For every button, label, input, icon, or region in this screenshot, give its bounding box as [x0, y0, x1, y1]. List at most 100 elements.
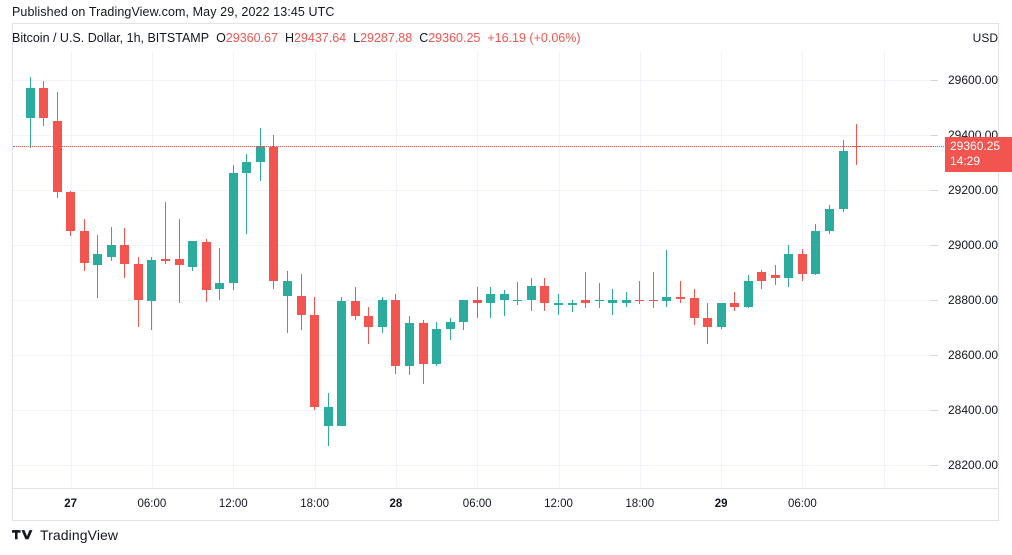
- candlestick-plot-area[interactable]: [13, 52, 931, 487]
- candle-wick: [652, 272, 654, 309]
- chart-frame: [12, 23, 999, 521]
- horizontal-gridline: [13, 409, 931, 411]
- vertical-gridline: [477, 52, 479, 487]
- candle-body: [797, 254, 807, 274]
- candle-body: [838, 151, 848, 209]
- legend-open-value: 29360.67: [225, 31, 278, 45]
- horizontal-gridline: [13, 134, 931, 136]
- candle-wick: [97, 235, 99, 299]
- time-axis-label: 06:00: [137, 498, 167, 510]
- candle-wick: [571, 299, 573, 313]
- time-axis-label: 06:00: [462, 498, 492, 510]
- candle-wick: [517, 281, 519, 306]
- candle-body: [811, 231, 821, 274]
- legend-low-value: 29287.88: [360, 31, 413, 45]
- candle-wick: [246, 153, 248, 234]
- candle-body: [608, 299, 618, 303]
- legend-close-label: C: [419, 31, 429, 45]
- current-price-badge: 29360.25 14:29: [945, 136, 1012, 172]
- candle-body: [540, 286, 550, 303]
- candle-wick: [639, 280, 641, 304]
- candle-body: [228, 173, 238, 284]
- candle-body: [39, 87, 49, 119]
- horizontal-gridline: [13, 299, 931, 301]
- price-axis-label: 28800.00: [948, 292, 999, 307]
- candle-body: [323, 407, 333, 427]
- candle-body: [255, 145, 265, 163]
- tradingview-brand-label: TradingView: [40, 527, 119, 543]
- price-axis-label: 29200.00: [948, 182, 999, 197]
- candle-body: [310, 314, 320, 408]
- candle-body: [269, 147, 279, 281]
- candle-body: [364, 316, 374, 328]
- candle-body: [459, 299, 469, 322]
- candle-wick: [449, 317, 451, 340]
- candle-body: [554, 302, 563, 306]
- vertical-gridline: [558, 52, 560, 487]
- candle-body: [201, 242, 211, 291]
- price-axis-tick: [931, 79, 938, 81]
- candle-wick: [734, 291, 736, 311]
- candle-body: [675, 297, 685, 299]
- candle-body: [445, 321, 455, 329]
- candle-body: [25, 87, 35, 119]
- price-axis-tick: [931, 409, 938, 411]
- legend-close-value: 29360.25: [428, 31, 481, 45]
- price-axis-tick: [931, 189, 938, 191]
- horizontal-gridline: [13, 189, 931, 191]
- vertical-gridline: [395, 52, 397, 487]
- candle-body: [581, 299, 591, 303]
- candle-body: [784, 254, 794, 278]
- candle-body: [337, 301, 347, 427]
- vertical-gridline: [639, 52, 641, 487]
- candle-body: [499, 294, 509, 300]
- candle-body: [350, 301, 360, 317]
- price-axis[interactable]: 29600.00 29400.00 29200.00 29000.00 28800.00…: [931, 24, 998, 487]
- candle-body: [526, 286, 536, 300]
- vertical-gridline: [721, 52, 723, 487]
- candle-body: [282, 280, 292, 296]
- candle-body: [133, 264, 143, 300]
- candle-body: [377, 299, 387, 328]
- vertical-gridline: [314, 52, 316, 487]
- candle-body: [743, 280, 753, 307]
- current-price-line-extension: [931, 145, 944, 147]
- price-axis-tick: [931, 244, 938, 246]
- time-axis-label: 27: [64, 498, 78, 510]
- price-axis-tick: [931, 465, 938, 466]
- candle-body: [432, 328, 441, 365]
- candle-body: [648, 299, 658, 302]
- candle-body: [730, 302, 740, 307]
- candle-body: [161, 258, 170, 262]
- time-axis-label: 12:00: [544, 498, 573, 510]
- candle-body: [770, 275, 780, 278]
- horizontal-gridline: [13, 79, 931, 81]
- candle-body: [513, 299, 523, 302]
- horizontal-gridline: [13, 244, 931, 246]
- legend-high-value: 29437.64: [293, 31, 347, 45]
- candle-body: [106, 244, 116, 258]
- legend-symbol[interactable]: Bitcoin / U.S. Dollar, 1h, BITSTAMP: [12, 31, 210, 45]
- time-axis-label: 06:00: [788, 498, 817, 510]
- vertical-gridline: [883, 52, 885, 487]
- candle-body: [662, 297, 672, 302]
- price-axis-label: 28600.00: [948, 347, 999, 362]
- candle-body: [472, 299, 482, 303]
- candle-wick: [585, 272, 587, 309]
- candle-body: [689, 298, 699, 318]
- candle-wick: [110, 226, 112, 262]
- price-axis-tick: [931, 354, 938, 356]
- price-axis-label: 28200.00: [948, 458, 999, 472]
- candle-body: [66, 192, 76, 231]
- time-axis-label: 18:00: [300, 498, 329, 510]
- candle-body: [594, 299, 604, 302]
- price-axis-tick: [931, 299, 938, 301]
- time-axis[interactable]: 27 06:00 12:00 18:00 28 06:00 12:00 18:00 29 06:0…: [13, 488, 998, 521]
- candle-wick: [503, 290, 505, 317]
- tradingview-logo-icon: [12, 530, 33, 540]
- candle-wick: [666, 250, 668, 307]
- candle-wick: [856, 123, 858, 165]
- candle-body: [621, 299, 631, 303]
- candle-body: [567, 302, 577, 306]
